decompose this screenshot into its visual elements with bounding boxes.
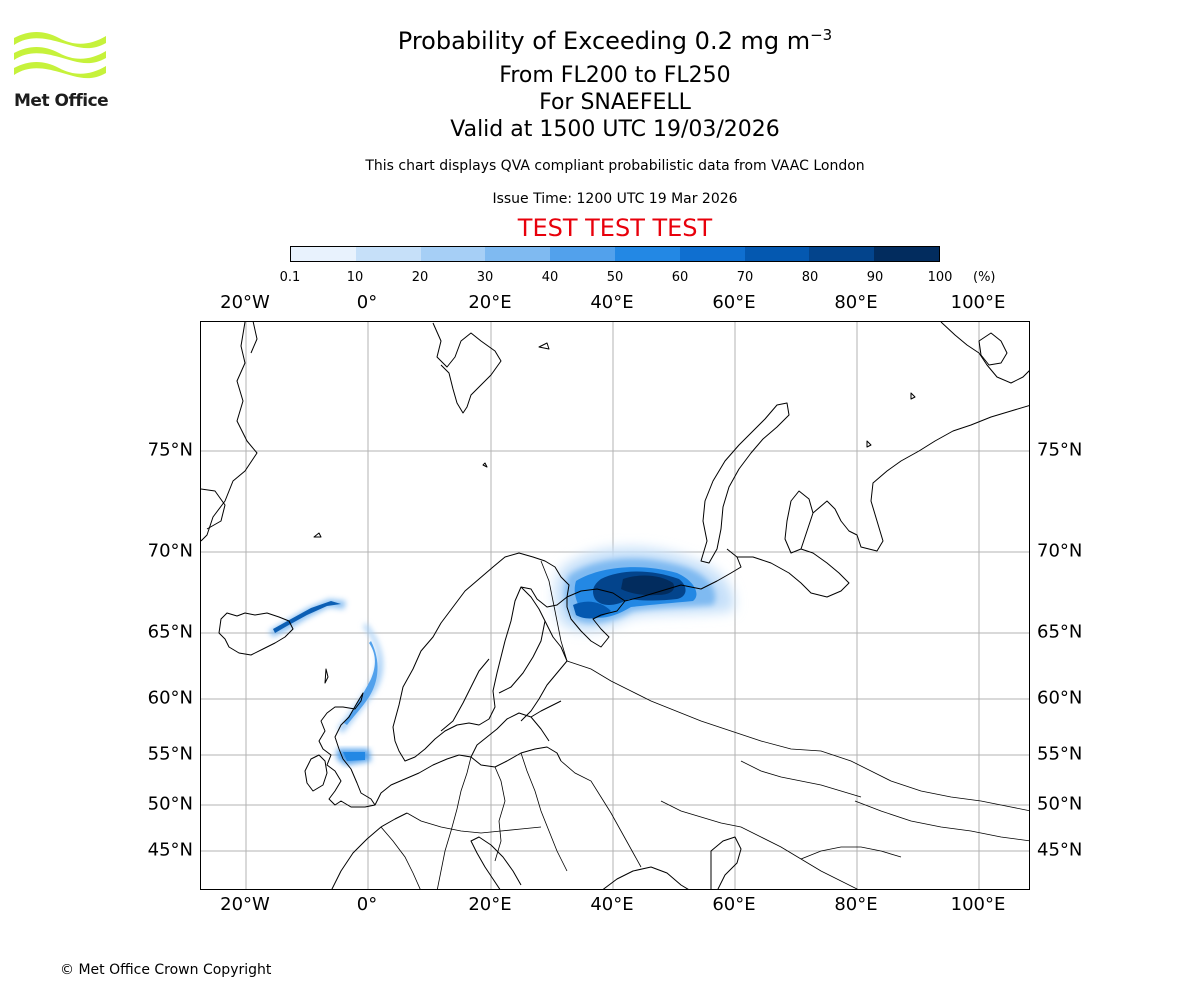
flight-level-range: From FL200 to FL250	[499, 63, 731, 88]
plume-iceland-outer	[269, 599, 346, 637]
britain-coast	[318, 692, 376, 808]
colorbar-segment	[420, 247, 486, 261]
colorbar-tick-label: 0.1	[279, 270, 301, 285]
map-canvas	[201, 322, 1029, 889]
colorbar-segment	[550, 247, 615, 261]
scandinavia-coast	[392, 552, 570, 762]
met-office-logo: Met Office	[14, 30, 109, 112]
siberia-coast	[812, 405, 1029, 552]
colorbar-segment	[485, 247, 551, 261]
colorbar-segment	[355, 247, 421, 261]
issue-time: Issue Time: 1200 UTC 19 Mar 2026	[492, 191, 738, 207]
severnaya-coast	[940, 322, 1029, 384]
colorbar-tick-label: 60	[671, 270, 689, 285]
plume-arc-core	[344, 641, 378, 725]
lat-label-right: 45°N	[1037, 839, 1083, 861]
lat-label-left: 55°N	[147, 743, 193, 765]
colorbar-segment	[614, 247, 680, 261]
colorbar-segment	[874, 247, 939, 261]
colorbar-tick-label: 30	[476, 270, 494, 285]
lat-label-right: 65°N	[1037, 621, 1083, 643]
borders	[380, 560, 1029, 889]
lat-label-left: 60°N	[147, 687, 193, 709]
cloud-peak	[621, 575, 675, 596]
lat-label-right: 55°N	[1037, 743, 1083, 765]
yamal-coast	[784, 490, 814, 554]
title-exponent: −3	[810, 26, 833, 44]
lon-label-bottom: 80°E	[834, 894, 878, 915]
ireland-coast	[304, 754, 328, 792]
chart-title: Probability of Exceeding 0.2 mg m−3	[0, 26, 1200, 55]
lat-label-right: 60°N	[1037, 687, 1083, 709]
test-banner: TEST TEST TEST	[517, 214, 713, 242]
lon-label-bottom: 20°W	[220, 894, 270, 915]
lat-label-left: 75°N	[147, 439, 193, 461]
valid-time: Valid at 1500 UTC 19/03/2026	[450, 117, 780, 142]
met-office-wave-icon	[14, 32, 106, 79]
map-panel[interactable]	[200, 321, 1030, 890]
caspian-coast	[710, 836, 742, 889]
colorbar-segment	[809, 247, 875, 261]
lon-label-top: 100°E	[950, 292, 1006, 313]
probability-colorbar	[290, 246, 940, 262]
black-sea-coast	[602, 866, 689, 889]
lon-label-bottom: 60°E	[712, 894, 756, 915]
colorbar-tick-label: 70	[736, 270, 754, 285]
lon-label-bottom: 20°E	[468, 894, 512, 915]
iceland-coast	[218, 612, 294, 656]
colorbar-tick-label: 90	[866, 270, 884, 285]
lon-label-top: 20°W	[220, 292, 270, 313]
lon-label-bottom: 100°E	[950, 894, 1006, 915]
colorbar-segment	[679, 247, 745, 261]
colorbar-tick-label: 100	[927, 270, 953, 285]
lon-label-top: 40°E	[590, 292, 634, 313]
lon-label-top: 0°	[356, 292, 378, 313]
colorbar-segment	[744, 247, 810, 261]
lat-label-right: 75°N	[1037, 439, 1083, 461]
coastlines	[201, 322, 1029, 889]
france-coast	[331, 812, 408, 889]
svalbard-coast	[432, 322, 502, 414]
lat-label-left: 50°N	[147, 793, 193, 815]
copyright-notice: © Met Office Crown Copyright	[60, 962, 272, 978]
kola-coast	[566, 588, 626, 648]
colorbar-tick-label: 50	[606, 270, 624, 285]
lon-label-top: 60°E	[712, 292, 756, 313]
baltic-coast	[374, 746, 562, 806]
lon-label-top: 20°E	[468, 292, 512, 313]
logo-text: Met Office	[14, 91, 109, 111]
greenland-coast	[201, 322, 258, 542]
lat-label-left: 45°N	[147, 839, 193, 861]
colorbar-tick-label: 10	[346, 270, 364, 285]
adriatic-coast	[470, 836, 522, 889]
novaya-zemlya-coast	[700, 402, 790, 564]
lat-label-left: 65°N	[147, 621, 193, 643]
lat-label-right: 50°N	[1037, 793, 1083, 815]
colorbar-tick-label: 40	[541, 270, 559, 285]
cloud-lobe	[573, 601, 611, 619]
lat-label-right: 70°N	[1037, 540, 1083, 562]
lat-label-left: 70°N	[147, 540, 193, 562]
lon-label-bottom: 0°	[356, 894, 378, 915]
colorbar-segment	[291, 247, 356, 261]
volcano-name: For SNAEFELL	[539, 90, 691, 115]
colorbar-tick-label: 80	[801, 270, 819, 285]
title-main: Probability of Exceeding 0.2 mg m	[397, 27, 811, 55]
lon-label-top: 80°E	[834, 292, 878, 313]
ash-probability-field	[269, 547, 735, 765]
colorbar-tick-label: 20	[411, 270, 429, 285]
lon-label-bottom: 40°E	[590, 894, 634, 915]
plume-iceland-core	[273, 601, 341, 633]
colorbar-unit: (%)	[973, 270, 996, 285]
chart-note: This chart displays QVA compliant probab…	[365, 158, 865, 174]
plume-uk-core	[343, 752, 365, 761]
